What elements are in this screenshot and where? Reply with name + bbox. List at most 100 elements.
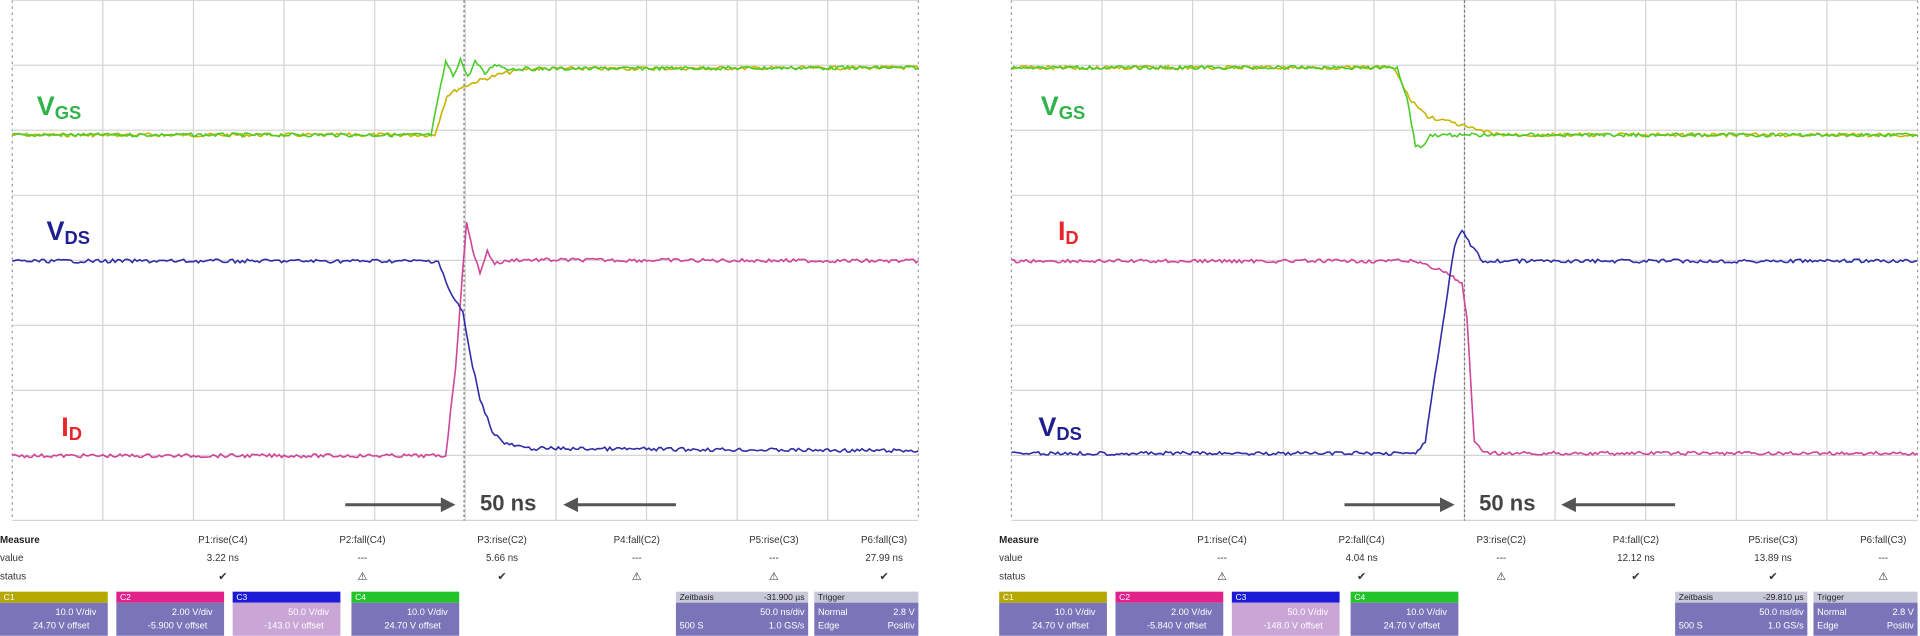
trigger-type: Edge bbox=[1817, 620, 1838, 630]
measure-value: --- bbox=[358, 553, 368, 564]
measure-status: ✔ bbox=[1631, 571, 1640, 583]
channel-header bbox=[351, 591, 460, 603]
channel-body bbox=[232, 602, 341, 636]
measure-status: ⚠ bbox=[769, 571, 779, 583]
trigger-body bbox=[1813, 602, 1918, 636]
signal-label-main: I bbox=[61, 412, 68, 442]
signal-label-sub: D bbox=[69, 423, 82, 444]
arrow-head bbox=[563, 497, 578, 513]
signal-label-sub: DS bbox=[64, 227, 90, 248]
channel-body bbox=[1231, 602, 1340, 636]
channel-offset: -148.0 V offset bbox=[1263, 620, 1323, 630]
timebase-delay: -31.900 µs bbox=[764, 592, 805, 602]
measure-value: 13.89 ns bbox=[1754, 553, 1792, 564]
signal-label-sub: GS bbox=[55, 102, 82, 123]
measure-status: ✔ bbox=[218, 571, 227, 583]
measure-status: ⚠ bbox=[632, 571, 642, 583]
channel-offset: 24.70 V offset bbox=[33, 620, 90, 630]
measure-column: P5:rise(C3) bbox=[749, 535, 798, 546]
waveform bbox=[12, 257, 919, 454]
measure-column: P4:fall(C2) bbox=[614, 535, 660, 546]
channel-header bbox=[1231, 591, 1340, 603]
channel-body bbox=[1350, 602, 1459, 636]
timebase-title: Zeitbasis bbox=[1679, 592, 1713, 602]
measure-value: 3.22 ns bbox=[207, 553, 239, 564]
row-label: value bbox=[0, 553, 23, 564]
measure-title: Measure bbox=[999, 535, 1039, 546]
signal-label-main: V bbox=[37, 91, 55, 121]
row-label: status bbox=[0, 572, 26, 583]
channel-name: C2 bbox=[120, 592, 131, 602]
trigger-slope: Positiv bbox=[888, 620, 915, 630]
channel-vdiv: 10.0 V/div bbox=[1055, 607, 1096, 617]
measure-column: P2:fall(C4) bbox=[1339, 535, 1385, 546]
trigger-mode: Normal bbox=[1817, 607, 1847, 617]
channel-header bbox=[1115, 591, 1224, 603]
row-label: status bbox=[999, 572, 1025, 583]
timebase-div: 50.0 ns/div bbox=[1759, 607, 1804, 617]
measure-column: P1:rise(C4) bbox=[198, 535, 247, 546]
channel-name: C3 bbox=[1236, 592, 1247, 602]
timebase-header bbox=[675, 591, 809, 603]
channel-header bbox=[1350, 591, 1459, 603]
channel-offset: 24.70 V offset bbox=[1032, 620, 1089, 630]
channel-vdiv: 50.0 V/div bbox=[288, 607, 329, 617]
waveform bbox=[1010, 64, 1918, 149]
measure-column: P5:rise(C3) bbox=[1748, 535, 1797, 546]
measure-status: ✔ bbox=[1357, 571, 1366, 583]
channel-header bbox=[232, 591, 341, 603]
measure-column: P6:fall(C3) bbox=[1860, 535, 1906, 546]
channel-vdiv: 2.00 V/div bbox=[1171, 607, 1212, 617]
arrow-label: 50 ns bbox=[1479, 491, 1535, 516]
trigger-mode: Normal bbox=[818, 607, 848, 617]
channel-offset: 24.70 V offset bbox=[1384, 620, 1441, 630]
channel-name: C1 bbox=[4, 592, 15, 602]
trigger-type: Edge bbox=[818, 620, 839, 630]
measure-column: P3:rise(C2) bbox=[477, 535, 526, 546]
signal-label-sub: D bbox=[1065, 227, 1078, 248]
signal-label: VDS bbox=[47, 216, 90, 248]
channel-body bbox=[351, 602, 460, 636]
channel-header bbox=[999, 591, 1107, 603]
channel-offset: -5.900 V offset bbox=[148, 620, 208, 630]
channel-vdiv: 10.0 V/div bbox=[407, 607, 448, 617]
channel-header bbox=[0, 591, 108, 603]
signal-label-main: V bbox=[1041, 91, 1059, 121]
channel-vdiv: 10.0 V/div bbox=[1406, 607, 1447, 617]
trigger-title: Trigger bbox=[1817, 592, 1844, 602]
channel-body bbox=[1115, 602, 1224, 636]
trigger-level: 2.8 V bbox=[893, 607, 915, 617]
timebase-header bbox=[1675, 591, 1808, 603]
measure-value: --- bbox=[632, 553, 642, 564]
signal-label-main: V bbox=[47, 216, 65, 246]
measure-status: ⚠ bbox=[358, 571, 368, 583]
measure-column: P4:fall(C2) bbox=[1613, 535, 1659, 546]
measure-value: --- bbox=[1496, 553, 1506, 564]
timebase-delay: -29.810 µs bbox=[1763, 592, 1804, 602]
timebase-body bbox=[1675, 602, 1808, 636]
signal-label: VDS bbox=[1038, 412, 1081, 444]
channel-name: C4 bbox=[355, 592, 366, 602]
waveform bbox=[1011, 229, 1918, 456]
measure-column: P2:fall(C4) bbox=[339, 535, 385, 546]
signal-label-main: V bbox=[1038, 412, 1056, 442]
trigger-header bbox=[1813, 591, 1918, 603]
timebase-samples: 500 S bbox=[680, 620, 704, 630]
channel-name: C2 bbox=[1119, 592, 1130, 602]
channel-offset: -143.0 V offset bbox=[264, 620, 324, 630]
measure-column: P6:fall(C3) bbox=[861, 535, 907, 546]
channel-name: C4 bbox=[1354, 592, 1365, 602]
arrow-label: 50 ns bbox=[480, 491, 536, 516]
row-label: value bbox=[999, 553, 1022, 564]
measure-value: --- bbox=[1217, 553, 1227, 564]
trigger-slope: Positiv bbox=[1887, 620, 1914, 630]
timebase-rate: 1.0 GS/s bbox=[1768, 620, 1804, 630]
signal-label-sub: DS bbox=[1056, 423, 1082, 444]
arrow-head bbox=[1440, 497, 1455, 513]
measure-status: ✔ bbox=[1768, 571, 1777, 583]
channel-vdiv: 50.0 V/div bbox=[1287, 607, 1328, 617]
waveform bbox=[1011, 258, 1918, 457]
